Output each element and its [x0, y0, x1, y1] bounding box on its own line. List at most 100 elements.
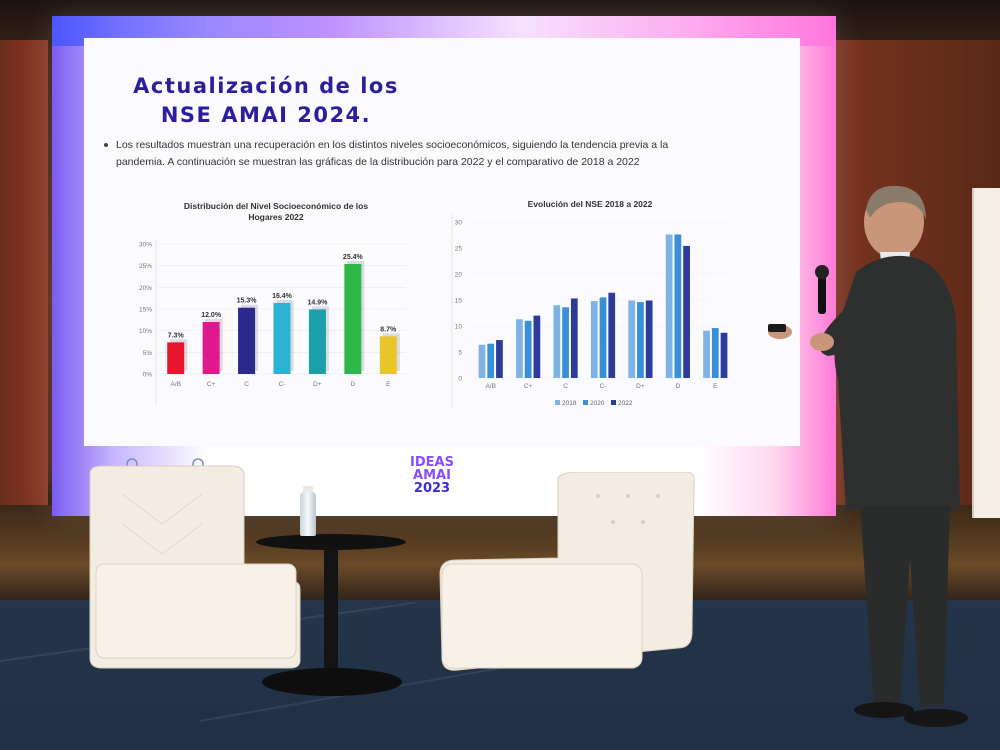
chart2-bar [570, 298, 578, 378]
chart1-x-tick-label: D [351, 381, 356, 388]
left-armchair [89, 465, 301, 669]
logo-line3: 2023 [413, 481, 451, 496]
chart1-y-tick-label: 0% [143, 372, 153, 379]
chart2-x-tick-label: D+ [636, 383, 645, 390]
chart2-bar [524, 320, 532, 378]
chart1-data-label: 15.3% [237, 298, 258, 305]
chart1-y-tick-label: 20% [139, 285, 152, 292]
chart2-bar [590, 301, 598, 378]
chart2-y-tick-label: 0 [458, 376, 462, 383]
chart1-data-label: 16.4% [272, 293, 293, 300]
chart2-y-tick-label: 30 [455, 220, 463, 227]
chart2-x-tick-label: E [713, 383, 718, 390]
chart1-bar [344, 263, 362, 374]
chart2-bar [628, 300, 636, 378]
chart1-x-tick-label: E [386, 381, 391, 388]
chart2-legend-label: 2018 [562, 400, 577, 407]
chart1-y-tick-label: 5% [143, 350, 153, 357]
chart1-bar [238, 307, 256, 374]
chart1-x-tick-label: C+ [207, 381, 216, 388]
chart2-y-tick-label: 25 [455, 246, 463, 253]
chart2-bar [562, 307, 569, 378]
chart1-bar [308, 309, 326, 374]
presenter-jacket [834, 255, 960, 510]
slide-bullet-text: Los resultados muestran una recuperación… [116, 137, 756, 171]
chart2-y-tick-label: 15 [455, 298, 463, 305]
microphone [818, 272, 826, 314]
chart1-y-tick-label: 25% [139, 263, 152, 270]
chart2-title: Evolución del NSE 2018 a 2022 [527, 199, 653, 209]
chart1-distribution-2022: 0% 5% 10% 15% 20% 25% 30% 7.3% A/B 12.0% C+ 15.3% C 1… [139, 240, 406, 404]
chart1-bar [202, 322, 220, 374]
chart2-bar [599, 297, 607, 378]
chart1-bar [273, 302, 291, 374]
chart1-y-tick-label: 15% [139, 307, 152, 314]
slide-title: Actualización de los NSE AMAI 2024. [96, 72, 436, 130]
chart2-bar [516, 319, 523, 378]
chart2-x-tick-label: A/B [485, 383, 495, 390]
side-banner [972, 188, 1000, 518]
chart1-data-label: 7.3% [168, 332, 185, 339]
chart2-legend-swatch [583, 400, 588, 405]
chart2-bar [637, 302, 644, 378]
chart2-x-tick-label: C+ [524, 383, 533, 390]
chart2-bar [674, 234, 682, 378]
presenter [768, 185, 968, 727]
chart2-y-tick-label: 20 [455, 272, 463, 279]
chart2-bar [665, 234, 673, 378]
water-bottle [300, 492, 316, 536]
slide-title-line1: Actualización de los [133, 74, 399, 98]
chart2-bar [496, 340, 503, 378]
chart1-data-label: 8.7% [380, 326, 397, 333]
chart2-bar [703, 330, 710, 378]
chart1-y-tick-label: 10% [139, 328, 152, 335]
chart1-x-tick-label: D+ [313, 381, 322, 388]
chart1-x-tick-label: A/B [170, 381, 180, 388]
chart2-x-tick-label: D [676, 383, 681, 390]
chart1-bar [167, 342, 185, 374]
chart2-bar [553, 305, 561, 378]
chart1-title-line1: Distribución del Nivel Socioeconómico de… [183, 201, 369, 211]
bullet-dot [104, 143, 108, 147]
chart2-legend-label: 2022 [618, 400, 633, 407]
chart2-legend-swatch [611, 400, 616, 405]
bullet-line1: Los resultados muestran una recuperación… [116, 139, 669, 151]
side-table-base [262, 668, 402, 696]
chart1-title: Distribución del Nivel Socioeconómico de… [166, 201, 386, 223]
chart1-data-label: 14.9% [307, 299, 328, 306]
chart1-x-tick-label: C- [279, 381, 286, 388]
chart2-legend-label: 2020 [590, 400, 605, 407]
presenter-shoe [854, 702, 914, 718]
chart1-data-label: 12.0% [201, 312, 222, 319]
chart2-y-tick-label: 5 [458, 350, 462, 357]
chart2-bar [478, 344, 486, 378]
presenter-hair [866, 185, 926, 220]
chart2-bar [487, 343, 495, 378]
chart1-x-tick-label: C [244, 381, 249, 388]
bullet-line2: pandemia. A continuación se muestran las… [116, 156, 640, 168]
chart1-bar [379, 336, 397, 374]
microphone-head [815, 265, 829, 279]
presenter-shoe [904, 709, 968, 727]
chart2-x-tick-label: C [563, 383, 568, 390]
chart1-title-line2: Hogares 2022 [248, 212, 304, 222]
presenter-trousers [860, 506, 950, 706]
logo-line2: AMAI [413, 468, 451, 483]
logo-line1: IDEAS [410, 455, 454, 470]
chart1-y-tick-label: 30% [139, 242, 152, 249]
chart2-bar [711, 328, 719, 378]
chart1-data-label: 25.4% [343, 254, 364, 261]
chart2-bar [608, 292, 616, 378]
side-table-top [256, 534, 406, 550]
water-bottle-cap [303, 486, 313, 494]
chart2-y-tick-label: 10 [455, 324, 463, 331]
chart2-evolution-2018-2022: 0 5 10 15 20 25 30 A/B C+ C C- D+ D E 2018 2020 2022 [451, 214, 734, 408]
ideas-amai-logo: IDEAS AMAI 2023 [394, 456, 470, 495]
slide-title-line2: NSE AMAI 2024. [160, 103, 372, 127]
clicker-remote [768, 324, 786, 332]
presenter-hand [810, 333, 834, 351]
chart2-bar [645, 300, 653, 378]
chart2-legend-swatch [555, 400, 560, 405]
chart2-x-tick-label: C- [600, 383, 607, 390]
